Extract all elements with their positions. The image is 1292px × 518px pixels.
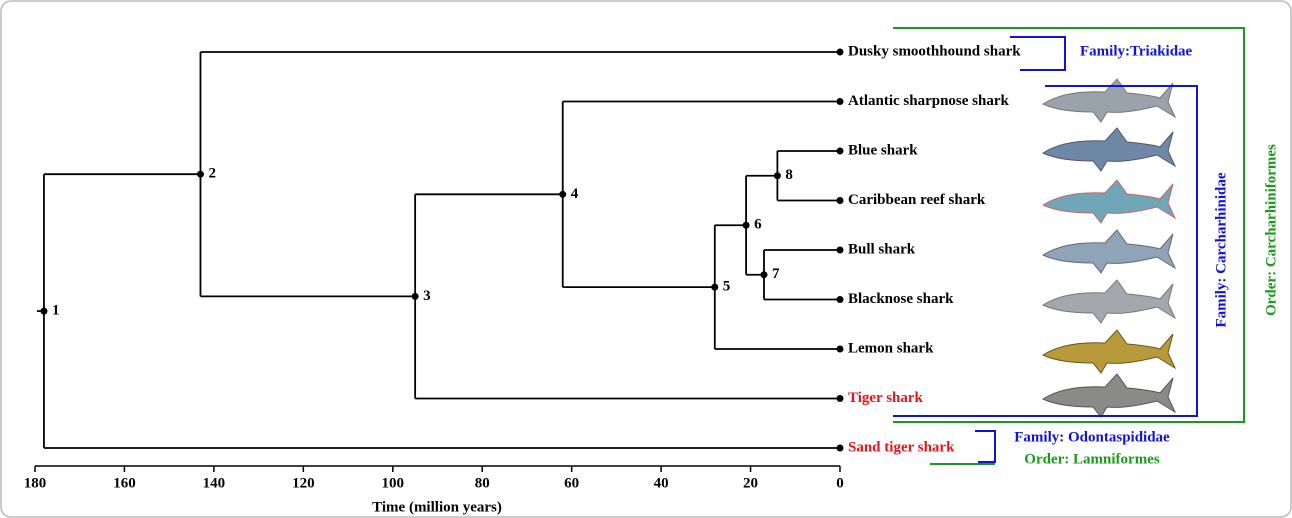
annotation: Order: Carcharhiniformes	[1263, 144, 1279, 316]
shark-image	[1043, 374, 1175, 417]
x-tick-label: 40	[654, 475, 669, 491]
shark-image	[1043, 180, 1175, 223]
leaf-label: Atlantic sharpnose shark	[848, 93, 1010, 109]
annotation: Family: Odontaspididae	[1014, 429, 1170, 445]
x-tick-label: 140	[203, 475, 226, 491]
annotation: Family:Triakidae	[1080, 43, 1193, 59]
x-tick-label: 120	[292, 475, 315, 491]
x-tick-label: 60	[564, 475, 579, 491]
node-label: 3	[423, 288, 431, 304]
shark-images	[1043, 79, 1175, 417]
leaf-label: Blue shark	[848, 142, 918, 158]
node-label: 6	[754, 217, 762, 233]
x-axis-title: Time (million years)	[372, 499, 502, 515]
x-tick-label: 160	[113, 475, 136, 491]
x-tick-label: 0	[836, 475, 844, 491]
x-tick-label: 80	[475, 475, 490, 491]
shark-image	[1043, 230, 1175, 273]
leaf-label: Blacknose shark	[848, 291, 954, 307]
leaf-label: Dusky smoothhound shark	[848, 43, 1021, 59]
node-label: 7	[772, 266, 780, 282]
annotation: Family: Carcharhinidae	[1213, 172, 1229, 327]
shark-image	[1043, 128, 1175, 171]
x-tick-label: 100	[382, 475, 405, 491]
x-tick-label: 180	[24, 475, 47, 491]
leaf-label: Lemon shark	[848, 340, 934, 356]
shark-image	[1043, 330, 1175, 373]
leaf-label: Sand tiger shark	[848, 439, 955, 455]
shark-image	[1043, 280, 1175, 323]
leaf-label: Caribbean reef shark	[848, 192, 986, 208]
chart: Time (million years) 1801601401201008060…	[0, 0, 1292, 518]
leaf-label: Bull shark	[848, 241, 916, 257]
bracket	[975, 431, 995, 462]
node-label: 8	[785, 167, 793, 183]
leaf-label: Tiger shark	[848, 390, 924, 406]
node-label: 5	[723, 279, 731, 295]
node-label: 2	[208, 166, 216, 182]
x-tick-label: 20	[743, 475, 758, 491]
node-label: 4	[571, 186, 579, 202]
node-label: 1	[52, 303, 60, 319]
bracket	[893, 28, 1244, 422]
annotation: Order: Lamniformes	[1024, 451, 1160, 467]
